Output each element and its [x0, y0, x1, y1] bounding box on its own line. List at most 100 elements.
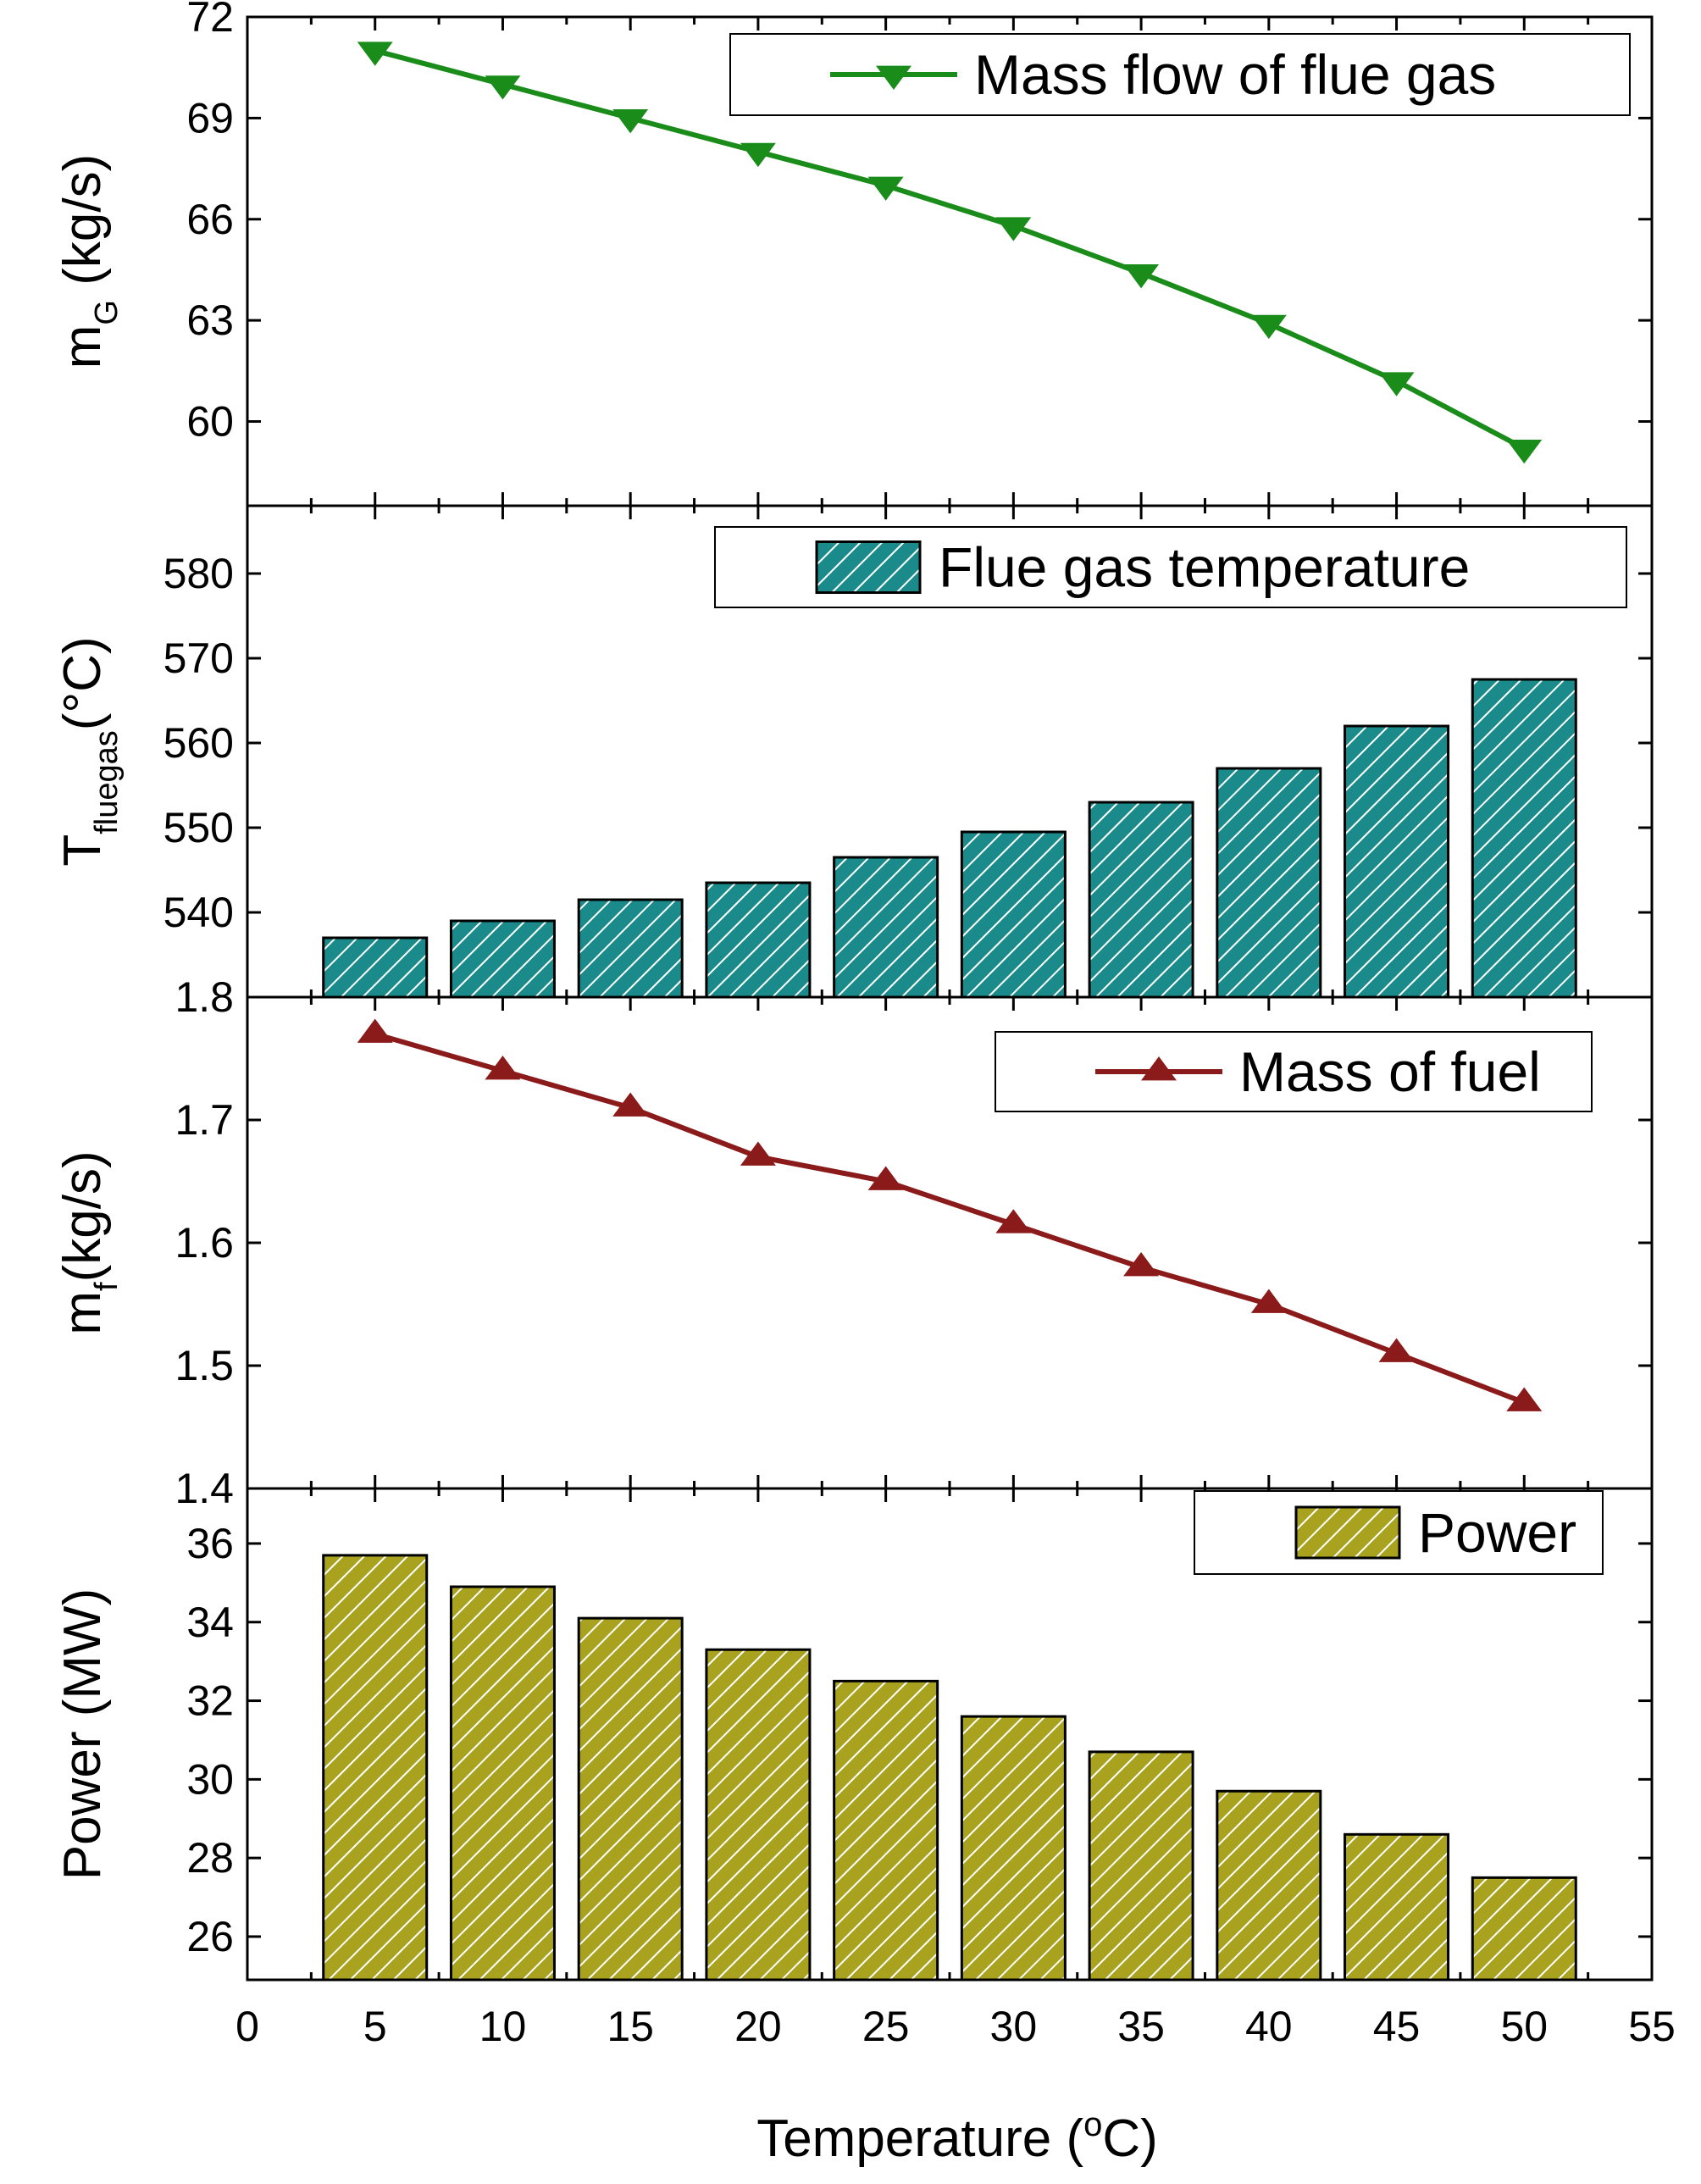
legend: Mass flow of flue gas [729, 33, 1631, 116]
y-axis-title-sub: f [89, 1282, 125, 1291]
y-tick-label: 550 [163, 804, 234, 851]
x-tick-label: 30 [990, 2003, 1038, 2050]
legend-swatch [815, 540, 922, 594]
x-axis-title-sup: o [1083, 2106, 1102, 2143]
panel-flue-gas-temperature: 540 550 560 570 580 Tfluegas(°C) Flue gas temp… [53, 504, 1654, 999]
bar [960, 830, 1067, 999]
data-point [1123, 1252, 1160, 1277]
x-tick-label: 25 [862, 2003, 910, 2050]
x-axis-title-suffix: C) [1102, 2109, 1157, 2168]
data-point [612, 1092, 649, 1117]
bar [705, 881, 812, 999]
legend-marker [876, 65, 911, 90]
x-tick-label: 40 [1245, 2003, 1293, 2050]
bar [833, 856, 939, 999]
panel-mass-of-fuel: 1.4 1.5 1.6 1.7 1.8 mf(kg/s) Mass of fuel [53, 973, 1654, 1512]
y-tick-label: 63 [186, 297, 234, 344]
bar [577, 898, 684, 999]
bar [1216, 767, 1322, 999]
bar [577, 1616, 684, 1982]
data-point [485, 1056, 521, 1080]
bar [1344, 724, 1450, 999]
data-point [867, 176, 904, 201]
data-point [995, 217, 1032, 241]
y-tick-label: 28 [186, 1834, 234, 1882]
series-line [374, 47, 1526, 452]
bar [1216, 1789, 1322, 1982]
legend: Mass of fuel [995, 1031, 1593, 1112]
y-tick-label: 540 [163, 889, 234, 936]
data-point [867, 1166, 904, 1190]
bar [1344, 1832, 1450, 1982]
data-point [1506, 1387, 1543, 1411]
y-tick-label: 26 [186, 1913, 234, 1960]
y-tick-label: 32 [186, 1677, 234, 1725]
x-axis-title-prefix: Temperature ( [756, 2109, 1083, 2168]
bar [1088, 1750, 1194, 1982]
data-point [1123, 264, 1160, 289]
x-tick-label: 15 [607, 2003, 654, 2050]
x-tick-label: 10 [479, 2003, 527, 2050]
y-tick-label: 1.4 [175, 1465, 234, 1512]
y-axis-title-unit: (°C) [53, 636, 112, 730]
y-axis-title-main: m [53, 1291, 112, 1335]
bar [449, 919, 556, 999]
legend-label: Mass of fuel [1239, 1040, 1541, 1103]
bar [833, 1679, 939, 1982]
legend-label: Power [1418, 1501, 1576, 1564]
y-axis-title-sub: fluegas [89, 730, 125, 834]
x-axis-title: Temperature (oC) [756, 2106, 1158, 2168]
legend: Power [1194, 1490, 1604, 1575]
x-tick-label: 0 [235, 2003, 259, 2050]
legend-box [995, 1031, 1593, 1112]
y-axis-title-unit: (kg/s) [53, 154, 112, 300]
y-tick-label: 570 [163, 635, 234, 682]
x-axis: 0 5 10 15 20 25 30 35 40 45 50 55 Temperature (oC) [235, 2003, 1676, 2168]
data-point [1378, 1338, 1415, 1362]
data-point [357, 1018, 393, 1043]
y-tick-label: 580 [163, 550, 234, 597]
data-point [485, 75, 521, 100]
y-tick-label: 72 [186, 0, 234, 41]
bar [449, 1585, 556, 1982]
y-tick-label: 30 [186, 1755, 234, 1803]
data-point [1378, 372, 1415, 396]
legend-marker [1141, 1056, 1177, 1081]
data-point [740, 142, 776, 168]
y-axis-title: Power (MW) [53, 1588, 112, 1880]
y-tick-label: 66 [186, 196, 234, 243]
y-axis-title-sub: G [89, 300, 125, 325]
y-axis-title-main: m [53, 325, 112, 369]
data-point [1250, 1289, 1287, 1313]
x-tick-label: 20 [734, 2003, 782, 2050]
x-tick-label: 50 [1500, 2003, 1548, 2050]
data-point [612, 108, 649, 134]
x-tick-label: 35 [1117, 2003, 1165, 2050]
x-tick-label: 45 [1373, 2003, 1421, 2050]
y-tick-label: 60 [186, 398, 234, 446]
y-tick-label: 560 [163, 719, 234, 767]
legend-label: Mass flow of flue gas [974, 43, 1496, 106]
y-tick-label: 34 [186, 1599, 234, 1646]
bar [705, 1648, 812, 1982]
bar [1471, 1876, 1577, 1982]
y-tick-label: 1.6 [175, 1219, 234, 1267]
data-point [357, 42, 393, 66]
bar [322, 1554, 429, 1982]
y-axis-title: mG (kg/s) [53, 154, 125, 369]
y-axis-title-main: Power (MW) [53, 1588, 112, 1880]
bar [322, 936, 429, 999]
x-tick-label: 5 [363, 2003, 387, 2050]
bar [1471, 678, 1577, 999]
y-tick-label: 1.8 [175, 973, 234, 1021]
y-axis-title-main: T [53, 834, 112, 867]
panel-power: 26 28 30 32 34 36 Power (MW) Power [53, 1487, 1654, 1982]
y-tick-label: 1.5 [175, 1342, 234, 1389]
y-tick-label: 1.7 [175, 1096, 234, 1144]
panel-mass-flow: 60 63 66 69 72 mG (kg/s) Mass flow of flue gas [53, 0, 1654, 507]
data-point [1250, 314, 1287, 340]
x-tick-label: 55 [1628, 2003, 1676, 2050]
bar [1088, 801, 1194, 999]
